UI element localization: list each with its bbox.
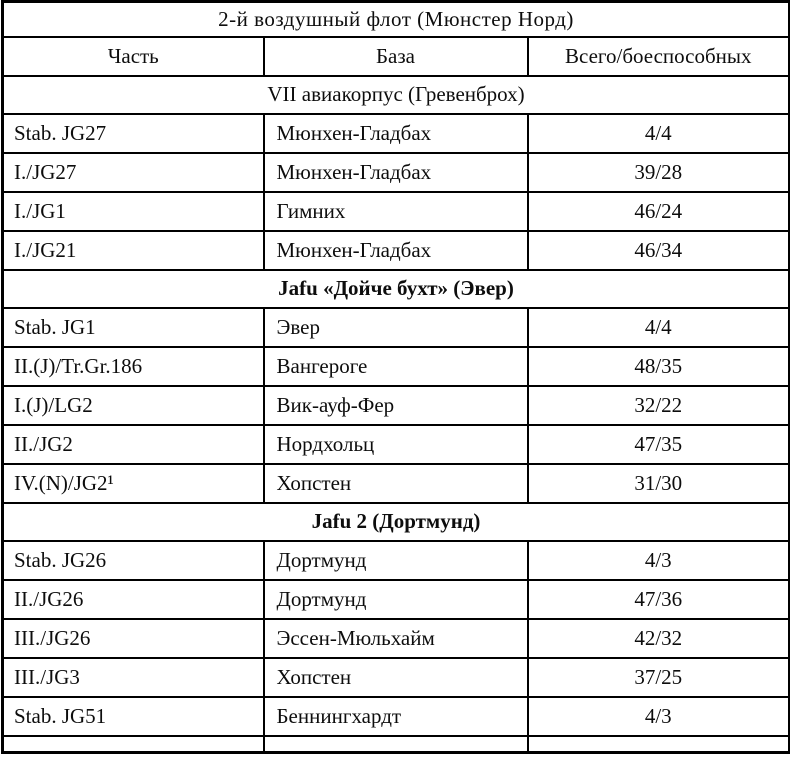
base-cell: Мюнхен-Гладбах bbox=[262, 230, 529, 271]
strength-cell: 42/32 bbox=[526, 618, 790, 659]
table-row: I./JG27 Мюнхен-Гладбах 39/28 bbox=[1, 152, 790, 193]
strength-cell: 4/3 bbox=[526, 696, 790, 737]
base-cell: Мюнхен-Гладбах bbox=[262, 152, 529, 193]
section-header: Jafu «Дойче бухт» (Эвер) bbox=[1, 269, 790, 309]
table-row: III./JG3 Хопстен 37/25 bbox=[1, 657, 790, 698]
table-row: I.(J)/LG2 Вик-ауф-Фер 32/22 bbox=[1, 385, 790, 426]
table-row: I./JG21 Мюнхен-Гладбах 46/34 bbox=[1, 230, 790, 271]
strength-cell: 47/36 bbox=[526, 579, 790, 620]
base-cell: Эссен-Мюльхайм bbox=[262, 618, 529, 659]
strength-cell: 48/35 bbox=[526, 346, 790, 387]
table-row: II.(J)/Tr.Gr.186 Вангероге 48/35 bbox=[1, 346, 790, 387]
table-row: II./JG26 Дортмунд 47/36 bbox=[1, 579, 790, 620]
table-row: II./JG2 Нордхольц 47/35 bbox=[1, 424, 790, 465]
unit-cell: II.(J)/Tr.Gr.186 bbox=[1, 346, 265, 387]
base-cell: Гимних bbox=[262, 191, 529, 232]
section-header-row: VII авиакорпус (Гревенброх) bbox=[1, 75, 790, 115]
strength-cell: 31/30 bbox=[526, 463, 790, 504]
strength-cell: 39/28 bbox=[526, 152, 790, 193]
table-title-row: 2-й воздушный флот (Мюнстер Норд) bbox=[1, 0, 790, 38]
table-title: 2-й воздушный флот (Мюнстер Норд) bbox=[1, 0, 790, 38]
cutoff-cell bbox=[526, 735, 790, 753]
unit-cell: III./JG3 bbox=[1, 657, 265, 698]
unit-cell: I./JG1 bbox=[1, 191, 265, 232]
strength-cell: 47/35 bbox=[526, 424, 790, 465]
order-of-battle-table: 2-й воздушный флот (Мюнстер Норд) Часть … bbox=[1, 0, 790, 754]
table-body: 2-й воздушный флот (Мюнстер Норд) Часть … bbox=[1, 0, 790, 753]
unit-cell: I./JG27 bbox=[1, 152, 265, 193]
unit-cell: III./JG26 bbox=[1, 618, 265, 659]
unit-cell: I.(J)/LG2 bbox=[1, 385, 265, 426]
unit-cell: Stab. JG1 bbox=[1, 307, 265, 348]
unit-cell: II./JG2 bbox=[1, 424, 265, 465]
base-cell: Дортмунд bbox=[262, 579, 529, 620]
base-cell: Вик-ауф-Фер bbox=[262, 385, 529, 426]
table-row: Stab. JG27 Мюнхен-Гладбах 4/4 bbox=[1, 113, 790, 154]
unit-cell: Stab. JG51 bbox=[1, 696, 265, 737]
column-header-row: Часть База Всего/боеспособных bbox=[1, 36, 790, 77]
table-row: I./JG1 Гимних 46/24 bbox=[1, 191, 790, 232]
strength-cell: 32/22 bbox=[526, 385, 790, 426]
strength-cell: 4/3 bbox=[526, 540, 790, 581]
column-header-strength: Всего/боеспособных bbox=[526, 36, 790, 77]
section-header-row: Jafu 2 (Дортмунд) bbox=[1, 502, 790, 542]
strength-cell: 4/4 bbox=[526, 113, 790, 154]
base-cell: Хопстен bbox=[262, 463, 529, 504]
unit-cell: I./JG21 bbox=[1, 230, 265, 271]
cutoff-cell bbox=[1, 735, 265, 753]
base-cell: Дортмунд bbox=[262, 540, 529, 581]
base-cell: Эвер bbox=[262, 307, 529, 348]
table-row: IV.(N)/JG2¹ Хопстен 31/30 bbox=[1, 463, 790, 504]
section-header: VII авиакорпус (Гревенброх) bbox=[1, 75, 790, 115]
section-header-row: Jafu «Дойче бухт» (Эвер) bbox=[1, 269, 790, 309]
strength-cell: 46/34 bbox=[526, 230, 790, 271]
unit-cell: II./JG26 bbox=[1, 579, 265, 620]
strength-cell: 4/4 bbox=[526, 307, 790, 348]
cutoff-cell bbox=[262, 735, 529, 753]
unit-cell: IV.(N)/JG2¹ bbox=[1, 463, 265, 504]
base-cell: Нордхольц bbox=[262, 424, 529, 465]
base-cell: Хопстен bbox=[262, 657, 529, 698]
unit-cell: Stab. JG27 bbox=[1, 113, 265, 154]
base-cell: Беннингхардт bbox=[262, 696, 529, 737]
table-row: III./JG26 Эссен-Мюльхайм 42/32 bbox=[1, 618, 790, 659]
strength-cell: 46/24 bbox=[526, 191, 790, 232]
unit-cell: Stab. JG26 bbox=[1, 540, 265, 581]
base-cell: Вангероге bbox=[262, 346, 529, 387]
base-cell: Мюнхен-Гладбах bbox=[262, 113, 529, 154]
table-row: Stab. JG26 Дортмунд 4/3 bbox=[1, 540, 790, 581]
section-header: Jafu 2 (Дортмунд) bbox=[1, 502, 790, 542]
strength-cell: 37/25 bbox=[526, 657, 790, 698]
table-row: Stab. JG51 Беннингхардт 4/3 bbox=[1, 696, 790, 737]
cutoff-row bbox=[1, 735, 790, 753]
column-header-base: База bbox=[262, 36, 529, 77]
column-header-unit: Часть bbox=[1, 36, 265, 77]
table-row: Stab. JG1 Эвер 4/4 bbox=[1, 307, 790, 348]
